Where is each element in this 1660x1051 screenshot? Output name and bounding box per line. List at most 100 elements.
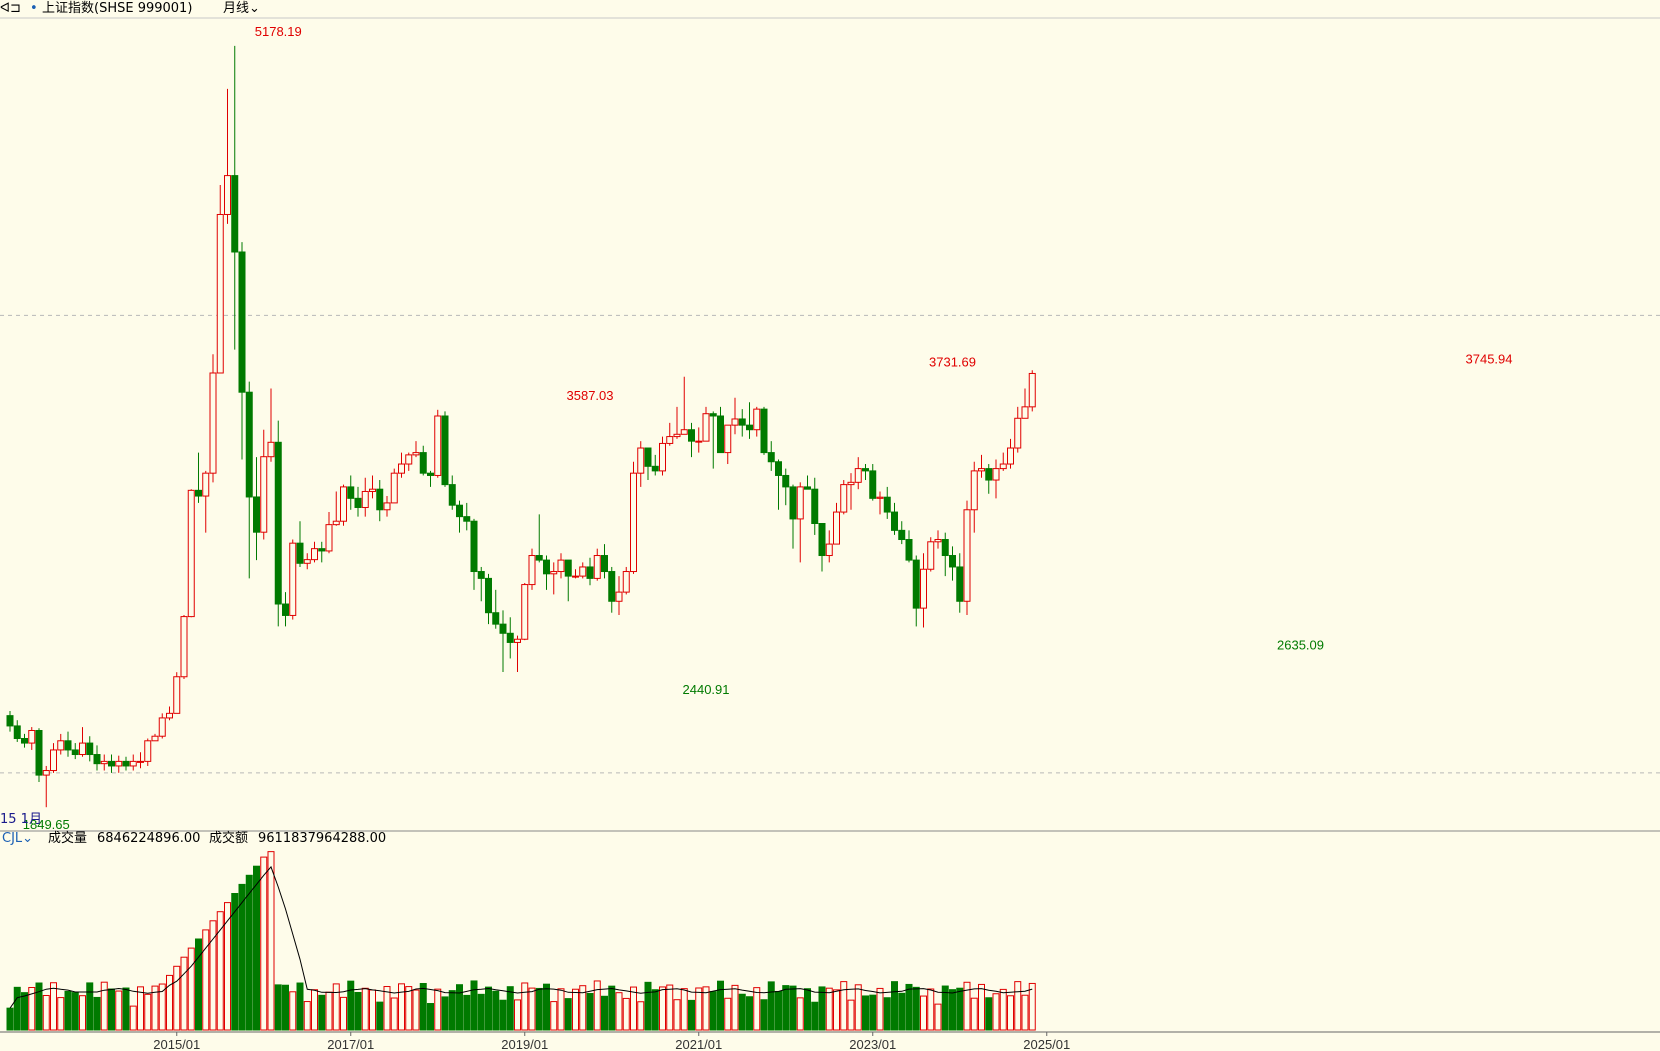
indicator-selector[interactable]: CJL⌄	[2, 830, 33, 848]
candle	[289, 539, 297, 620]
volume-bar	[804, 988, 811, 1031]
volume-bar	[115, 990, 123, 1031]
candle-body	[811, 488, 819, 524]
candle-body	[1021, 406, 1029, 419]
candle-body	[731, 418, 739, 426]
candle	[528, 548, 536, 590]
period-selector[interactable]: 月线⌄	[223, 0, 260, 18]
candle	[79, 727, 86, 757]
candle-body	[477, 571, 485, 579]
candle-body	[282, 603, 289, 616]
candle	[535, 514, 543, 563]
candle	[956, 553, 964, 613]
candle	[869, 464, 877, 501]
candle-body	[673, 433, 681, 438]
candle-body	[912, 559, 920, 609]
candle-body	[434, 415, 442, 476]
indicator-name: CJL	[2, 831, 23, 846]
volume-bar	[325, 991, 333, 1031]
volume-bar	[796, 997, 804, 1031]
candle-body	[666, 436, 674, 444]
candle-body	[535, 555, 543, 561]
volume-bar	[637, 1001, 645, 1031]
candle	[876, 491, 884, 515]
volume-bar	[354, 991, 362, 1031]
volume-bar	[122, 987, 130, 1031]
x-tick-label: 2017/01	[327, 1037, 374, 1051]
volume-bar	[303, 1001, 311, 1031]
x-axis: 2015/01 2017/01 2019/01 2021/01 2023/01 2025/…	[153, 1032, 1070, 1051]
candle	[941, 532, 949, 577]
volume-bar	[833, 989, 840, 1031]
candle	[905, 530, 913, 563]
volume-bar	[753, 987, 761, 1031]
volume-bar	[695, 987, 703, 1031]
volume-bar	[180, 956, 188, 1031]
candle	[369, 475, 376, 499]
volume-bar	[572, 988, 579, 1031]
candle	[173, 672, 181, 714]
candle-body	[956, 566, 964, 602]
candle	[50, 743, 57, 773]
volume-bar	[1021, 994, 1029, 1031]
candle	[267, 388, 275, 462]
volume-bar	[912, 986, 920, 1031]
candle	[912, 555, 920, 627]
volume-bar	[86, 982, 94, 1031]
candle	[260, 429, 268, 540]
back-icon[interactable]: ᐊ⊐	[0, 1, 21, 16]
volume-bar	[238, 883, 246, 1031]
candle-body	[630, 472, 637, 573]
volume-bar	[775, 990, 782, 1031]
chevron-down-icon: ⌄	[22, 831, 34, 846]
volume-bar	[42, 994, 50, 1031]
candle-body	[760, 408, 768, 454]
candle-body	[934, 539, 942, 543]
candle	[760, 406, 768, 455]
volume-bar	[311, 989, 318, 1031]
x-tick-label: 2015/01	[153, 1037, 200, 1051]
candle-body	[738, 418, 746, 426]
candle-body	[854, 468, 862, 483]
candle-body	[456, 504, 463, 518]
volume-bar	[253, 865, 260, 1031]
candle-body	[869, 470, 877, 499]
candle	[376, 480, 384, 522]
candle-body	[13, 725, 21, 740]
volume-bar	[282, 984, 289, 1031]
price-annotation-label: 2635.09	[1277, 638, 1324, 653]
candle	[753, 406, 761, 437]
volume-bar	[492, 990, 500, 1031]
volume-bar	[361, 987, 369, 1031]
candle	[833, 502, 840, 545]
candle	[122, 756, 130, 771]
candle-body	[448, 484, 456, 506]
volume-bar	[289, 991, 297, 1031]
candle	[862, 464, 869, 481]
volume-bar	[709, 991, 717, 1031]
candle-body	[180, 616, 188, 678]
volume-value: 6846224896.00	[97, 831, 201, 846]
amount-value: 9611837964288.00	[258, 831, 387, 846]
candle-body	[231, 175, 239, 253]
candle	[180, 614, 188, 680]
candle	[253, 457, 260, 561]
candle	[412, 441, 420, 458]
volume-bar	[398, 983, 405, 1031]
volume-bar	[601, 995, 608, 1031]
volume-bar	[978, 983, 985, 1031]
volume-bar	[35, 982, 43, 1031]
candle-body	[753, 408, 761, 431]
candle-body	[115, 760, 123, 767]
candle	[695, 427, 703, 453]
candle-body	[644, 447, 652, 467]
candle-body	[390, 472, 398, 504]
candle	[949, 546, 956, 581]
candle	[6, 711, 14, 732]
candle-body	[485, 577, 492, 614]
candle	[637, 441, 645, 487]
candle	[970, 461, 978, 533]
candle-body	[340, 486, 347, 522]
candle-body	[64, 740, 72, 751]
